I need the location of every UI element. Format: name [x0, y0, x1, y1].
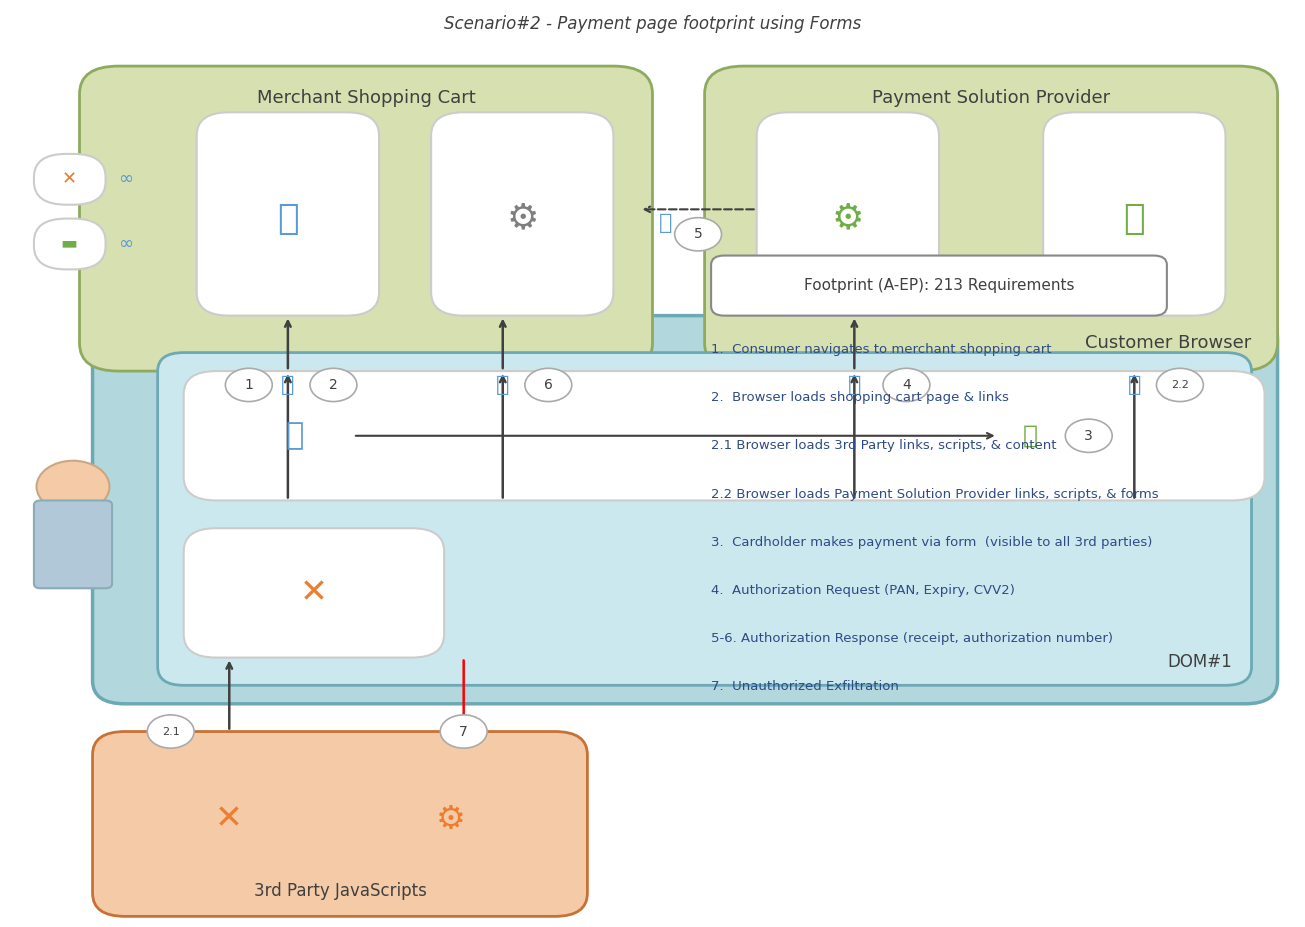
FancyBboxPatch shape [93, 315, 1278, 704]
Text: 3: 3 [1084, 429, 1094, 443]
Circle shape [883, 368, 930, 401]
Text: 🔒: 🔒 [496, 375, 509, 395]
Text: 4: 4 [902, 378, 911, 392]
FancyBboxPatch shape [34, 501, 112, 589]
FancyBboxPatch shape [34, 219, 106, 270]
Text: DOM#1: DOM#1 [1167, 654, 1232, 671]
Text: 🔒: 🔒 [848, 375, 861, 395]
Text: 2: 2 [329, 378, 338, 392]
Circle shape [525, 368, 572, 401]
Text: ✕: ✕ [215, 803, 243, 836]
Circle shape [147, 715, 194, 748]
Text: Customer Browser: Customer Browser [1086, 334, 1251, 352]
Text: ∞: ∞ [117, 170, 133, 188]
Circle shape [226, 368, 273, 401]
FancyBboxPatch shape [757, 112, 940, 315]
FancyBboxPatch shape [1043, 112, 1225, 315]
Text: 🔒: 🔒 [1128, 375, 1141, 395]
FancyBboxPatch shape [158, 352, 1251, 685]
Text: 🔒: 🔒 [281, 375, 295, 395]
Text: Payment Solution Provider: Payment Solution Provider [872, 89, 1111, 108]
Text: 🛒: 🛒 [277, 201, 299, 235]
Text: ⚙: ⚙ [436, 803, 466, 836]
Text: 2.1: 2.1 [162, 727, 180, 737]
Text: 4.  Authorization Request (PAN, Expiry, CVV2): 4. Authorization Request (PAN, Expiry, C… [711, 584, 1015, 597]
Text: 1.  Consumer navigates to merchant shopping cart: 1. Consumer navigates to merchant shoppi… [711, 343, 1052, 356]
FancyBboxPatch shape [93, 731, 587, 917]
Text: Scenario#2 - Payment page footprint using Forms: Scenario#2 - Payment page footprint usin… [444, 15, 861, 33]
FancyBboxPatch shape [80, 66, 652, 371]
Text: 💳: 💳 [1023, 424, 1037, 448]
FancyBboxPatch shape [431, 112, 613, 315]
FancyBboxPatch shape [711, 256, 1167, 315]
Text: 2.2: 2.2 [1171, 380, 1189, 390]
Circle shape [37, 461, 110, 513]
Text: 2.  Browser loads shopping cart page & links: 2. Browser loads shopping cart page & li… [711, 391, 1009, 404]
FancyBboxPatch shape [705, 66, 1278, 371]
Circle shape [1156, 368, 1203, 401]
FancyBboxPatch shape [34, 154, 106, 205]
Circle shape [1065, 419, 1112, 452]
Text: ✕: ✕ [300, 577, 328, 609]
Text: ∞: ∞ [117, 235, 133, 252]
Text: ⚙: ⚙ [831, 201, 864, 235]
Text: 6: 6 [544, 378, 553, 392]
Text: 🛒: 🛒 [286, 421, 304, 451]
Text: 7.  Unauthorized Exfiltration: 7. Unauthorized Exfiltration [711, 679, 899, 692]
FancyBboxPatch shape [184, 371, 1265, 501]
FancyBboxPatch shape [184, 528, 444, 657]
Text: 5: 5 [694, 227, 702, 241]
Text: 7: 7 [459, 725, 468, 739]
Text: ▬: ▬ [60, 235, 77, 252]
Text: 2.1 Browser loads 3rd Party links, scripts, & content: 2.1 Browser loads 3rd Party links, scrip… [711, 439, 1057, 452]
Text: 5-6. Authorization Response (receipt, authorization number): 5-6. Authorization Response (receipt, au… [711, 631, 1113, 644]
FancyBboxPatch shape [197, 112, 378, 315]
Circle shape [311, 368, 356, 401]
Circle shape [675, 218, 722, 251]
Text: 💳: 💳 [1124, 201, 1144, 235]
Text: Footprint (A-EP): 213 Requirements: Footprint (A-EP): 213 Requirements [804, 278, 1074, 293]
Text: 3rd Party JavaScripts: 3rd Party JavaScripts [253, 882, 427, 900]
Text: 1: 1 [244, 378, 253, 392]
Text: 🔒: 🔒 [659, 213, 672, 234]
Text: Merchant Shopping Cart: Merchant Shopping Cart [257, 89, 475, 108]
Text: 2.2 Browser loads Payment Solution Provider links, scripts, & forms: 2.2 Browser loads Payment Solution Provi… [711, 488, 1159, 501]
Text: 3.  Cardholder makes payment via form  (visible to all 3rd parties): 3. Cardholder makes payment via form (vi… [711, 536, 1152, 549]
Text: ⚙: ⚙ [506, 201, 539, 235]
Circle shape [440, 715, 487, 748]
Text: ✕: ✕ [61, 170, 77, 188]
